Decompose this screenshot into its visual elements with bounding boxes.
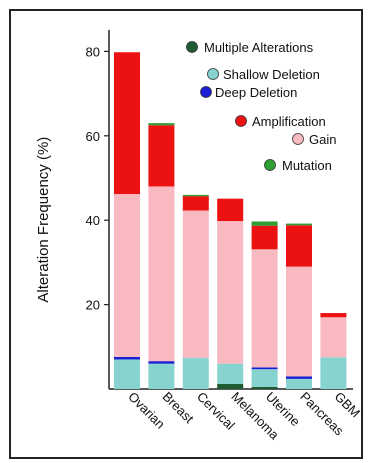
bar-segment-multiple-alterations-uterine [251,386,278,389]
y-tick-label: 60 [86,129,100,144]
bar-segment-mutation-uterine [251,221,278,226]
bar-segment-amplification-cervical [182,196,209,211]
bar-segment-amplification-pancreas [286,225,312,267]
bar-segment-gain-gbm [320,317,347,358]
legend-swatch-deep-deletion [200,86,212,98]
legend-label-multiple-alterations: Multiple Alterations [204,40,314,55]
legend: Multiple Alterations Shallow Deletion Deep… [186,40,336,173]
bar-segment-multiple-alterations-melanoma [217,383,244,389]
bar-segment-gain-uterine [251,249,278,368]
x-category-labels: OvarianBreastCervicalMelanomaUterinePanc… [125,389,363,443]
y-axis-title: Alteration Frequency (%) [35,137,52,303]
bar-segment-amplification-uterine [251,225,278,250]
bar-segment-amplification-breast [148,125,175,187]
legend-label-shallow-deletion: Shallow Deletion [223,67,320,82]
legend-swatch-gain [292,133,304,145]
bar-segment-amplification-melanoma [217,198,244,222]
bar-segment-gain-pancreas [286,266,312,377]
bar-segment-shallow-deletion-gbm [320,357,347,389]
bar-segment-shallow-deletion-cervical [182,357,209,389]
bar-segment-mutation-breast [148,123,175,126]
bar-segment-mutation-cervical [182,194,209,197]
legend-label-gain: Gain [309,132,336,147]
bar-segment-mutation-pancreas [286,223,312,226]
bar-segment-shallow-deletion-ovarian [114,359,140,389]
bar-segment-deep-deletion-pancreas [286,376,312,379]
y-tick-label: 20 [86,298,100,313]
bar-segment-amplification-ovarian [114,52,140,195]
y-ticks: 20 40 60 80 [86,44,109,313]
legend-swatch-amplification [235,115,247,127]
legend-label-deep-deletion: Deep Deletion [215,85,297,100]
bar-segment-amplification-gbm [320,313,347,318]
bar-segment-deep-deletion-breast [148,361,175,364]
bar-segment-shallow-deletion-pancreas [286,378,312,389]
x-category-label: Ovarian [125,389,168,432]
legend-swatch-shallow-deletion [207,68,219,80]
bar-segment-deep-deletion-uterine [251,367,278,370]
bar-segment-gain-ovarian [114,194,140,357]
legend-swatch-mutation [264,159,276,171]
x-category-label: GBM [332,389,364,421]
bar-segment-shallow-deletion-uterine [251,369,278,387]
bar-segment-shallow-deletion-melanoma [217,363,244,384]
bar-segment-shallow-deletion-breast [148,363,175,389]
bar-segment-gain-breast [148,186,175,362]
y-tick-label: 80 [86,44,100,59]
bar-segment-gain-cervical [182,210,209,358]
legend-label-mutation: Mutation [282,158,332,173]
legend-swatch-multiple-alterations [186,41,198,53]
bar-segment-gain-melanoma [217,221,244,364]
bars [114,52,347,389]
y-tick-label: 40 [86,213,100,228]
legend-label-amplification: Amplification [252,114,326,129]
bar-segment-deep-deletion-ovarian [114,356,140,360]
